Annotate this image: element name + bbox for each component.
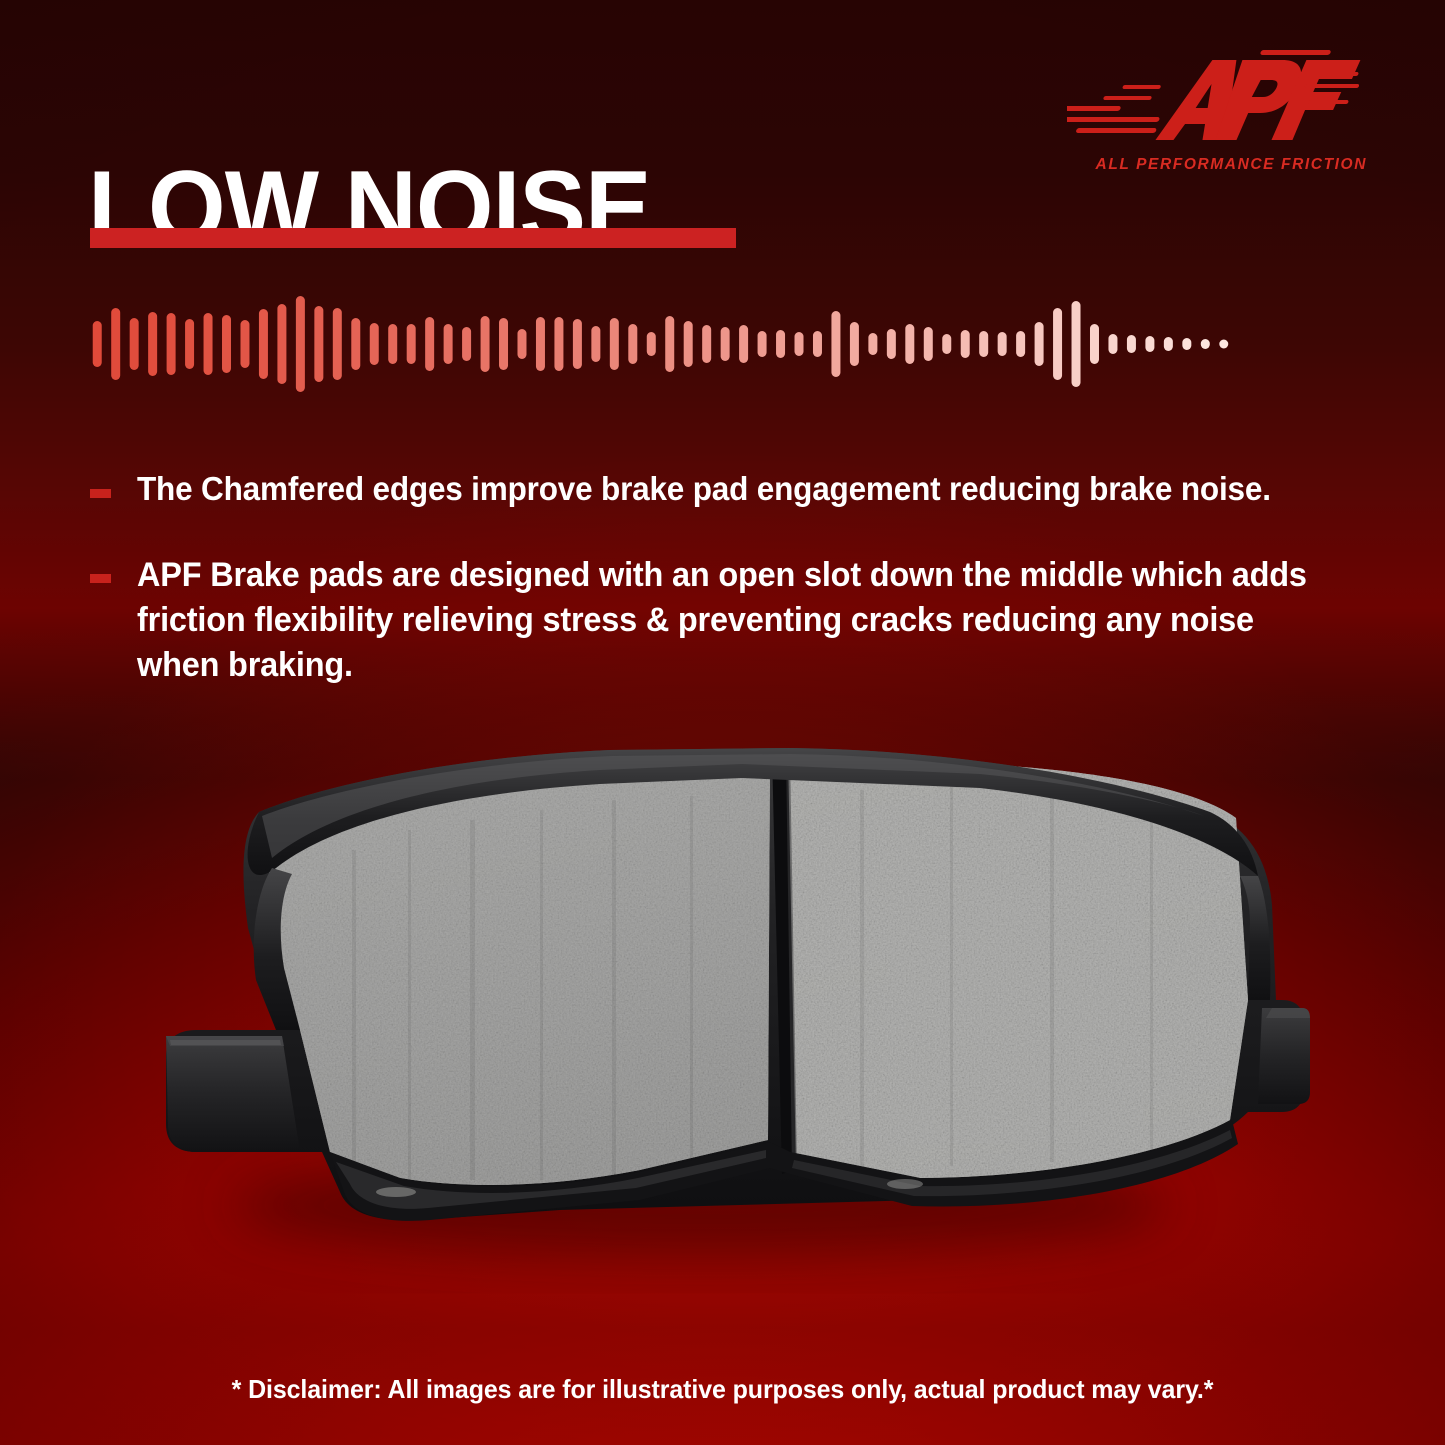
feature-bullet-list: The Chamfered edges improve brake pad en… xyxy=(86,468,1386,731)
bullet-dash-icon xyxy=(90,489,111,498)
logo-tagline: ALL PERFORMANCE FRICTION xyxy=(1095,156,1367,173)
brake-pad-photo xyxy=(0,700,1445,1360)
list-item: APF Brake pads are designed with an open… xyxy=(86,553,1386,689)
audio-waveform-icon xyxy=(88,288,1233,400)
apf-logo: ALL PERFORMANCE FRICTION xyxy=(1067,44,1367,174)
list-item: The Chamfered edges improve brake pad en… xyxy=(86,468,1386,511)
title-underline-bar xyxy=(90,228,736,248)
disclaimer-text: * Disclaimer: All images are for illustr… xyxy=(231,1374,1214,1404)
list-item-label: APF Brake pads are designed with an open… xyxy=(137,555,1307,685)
bullet-dash-icon xyxy=(90,573,111,583)
list-item-label: The Chamfered edges improve brake pad en… xyxy=(137,470,1271,507)
